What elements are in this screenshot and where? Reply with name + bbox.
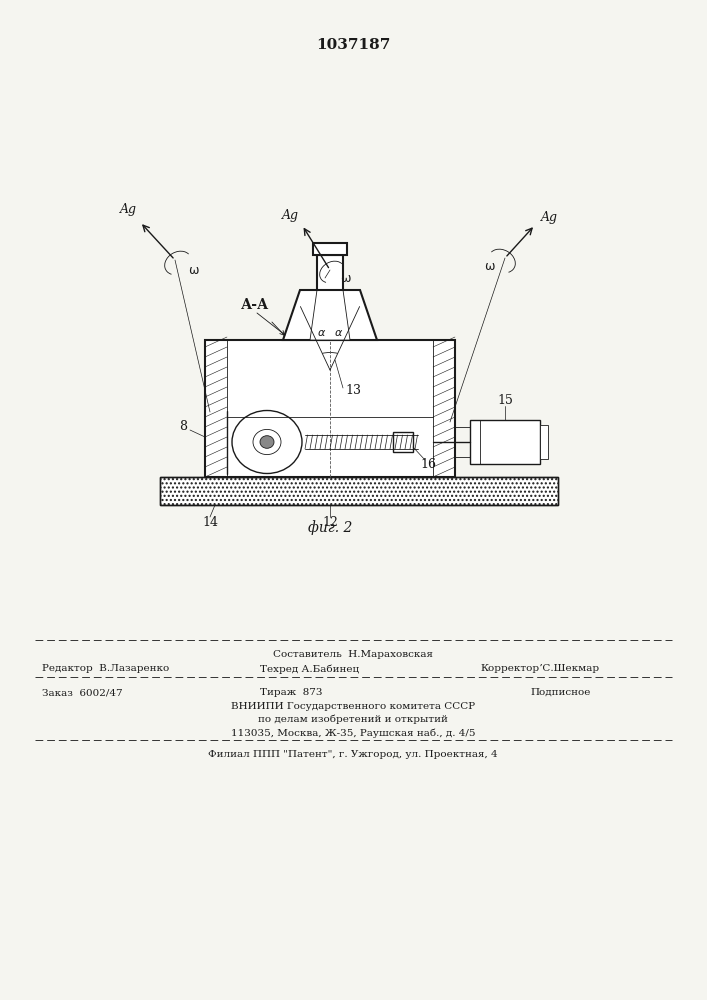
Bar (393, 432, 413, 452)
Text: α: α (318, 328, 325, 338)
Text: Подписное: Подписное (530, 688, 590, 697)
Ellipse shape (232, 410, 302, 474)
Text: по делам изобретений и открытий: по делам изобретений и открытий (258, 715, 448, 724)
Text: Редактор  В.Лазаренко: Редактор В.Лазаренко (42, 664, 169, 673)
Text: Техред А.Бабинец: Техред А.Бабинец (260, 664, 359, 674)
Text: КорректорʼС.Шекмар: КорректорʼС.Шекмар (480, 664, 599, 673)
Text: Составитель  Н.Мараховская: Составитель Н.Мараховская (273, 650, 433, 659)
Text: Заказ  6002/47: Заказ 6002/47 (42, 688, 122, 697)
Bar (313, 243, 347, 255)
Bar (317, 255, 343, 290)
Ellipse shape (260, 436, 274, 448)
Text: 14: 14 (202, 516, 218, 530)
Bar (470, 420, 540, 464)
Text: ω: ω (484, 259, 494, 272)
Bar (540, 425, 548, 459)
Text: 12: 12 (322, 516, 338, 530)
Ellipse shape (253, 429, 281, 455)
Bar (160, 477, 558, 505)
Bar (160, 477, 558, 505)
Text: Ag: Ag (540, 211, 558, 224)
Text: ω: ω (340, 271, 350, 284)
Text: α: α (334, 328, 342, 338)
Polygon shape (283, 290, 377, 340)
Text: фиг. 2: фиг. 2 (308, 521, 352, 535)
Bar (205, 340, 455, 477)
Text: 13: 13 (345, 383, 361, 396)
Polygon shape (310, 290, 350, 340)
Text: Филиал ППП "Патент", г. Ужгород, ул. Проектная, 4: Филиал ППП "Патент", г. Ужгород, ул. Про… (208, 750, 498, 759)
Text: 113035, Москва, Ж-35, Раушская наб., д. 4/5: 113035, Москва, Ж-35, Раушская наб., д. … (230, 728, 475, 738)
Text: Ag: Ag (281, 209, 298, 222)
Text: Тираж  873: Тираж 873 (260, 688, 322, 697)
Text: 8: 8 (179, 420, 187, 434)
Text: ВНИИПИ Государственного комитета СССР: ВНИИПИ Государственного комитета СССР (231, 702, 475, 711)
Text: 16: 16 (420, 458, 436, 471)
Text: 1037187: 1037187 (316, 38, 390, 52)
Text: Ag: Ag (119, 204, 136, 217)
Text: А-А: А-А (241, 298, 269, 312)
Text: 15: 15 (497, 393, 513, 406)
Text: ω: ω (188, 263, 198, 276)
